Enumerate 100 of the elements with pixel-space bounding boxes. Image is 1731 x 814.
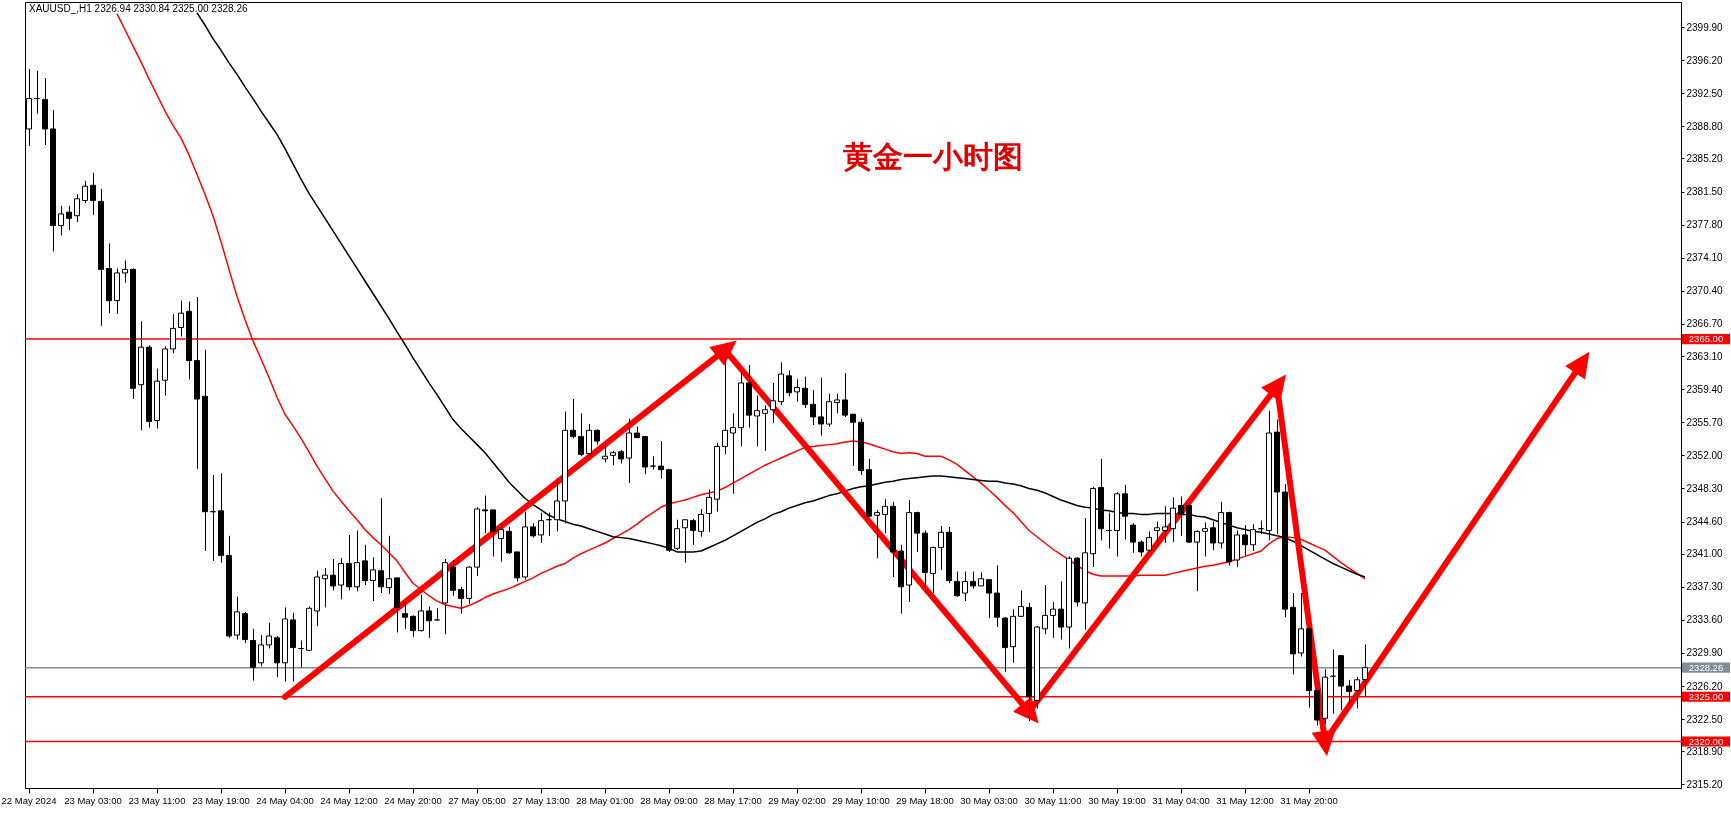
y-tick-label: 2326.20 xyxy=(1686,680,1724,692)
candlestick xyxy=(954,571,960,598)
candlestick xyxy=(650,455,656,471)
candlestick xyxy=(538,512,544,544)
x-tick-label: 22 May 2024 xyxy=(1,794,57,806)
candlestick xyxy=(1362,644,1368,698)
candlestick xyxy=(674,519,680,551)
candlestick xyxy=(122,259,128,284)
y-tick-label: 2322.50 xyxy=(1686,713,1724,725)
candlestick xyxy=(698,508,704,538)
candlestick xyxy=(490,509,496,557)
candlestick xyxy=(418,594,424,633)
candlestick xyxy=(722,357,728,455)
candlestick xyxy=(962,571,968,602)
candlestick xyxy=(258,634,264,667)
candlestick xyxy=(1194,529,1200,592)
y-tick-label: 2392.50 xyxy=(1686,87,1724,99)
x-tick-label: 31 May 20:00 xyxy=(1280,794,1338,806)
candlestick xyxy=(170,313,176,354)
candlestick xyxy=(914,511,920,553)
candlestick xyxy=(498,522,504,563)
candlestick xyxy=(706,488,712,533)
candlestick xyxy=(362,544,368,586)
candlestick xyxy=(1178,495,1184,537)
y-tick-label: 2348.30 xyxy=(1686,482,1724,494)
candlestick xyxy=(818,377,824,437)
y-tick-label: 2385.20 xyxy=(1686,152,1724,164)
x-tick-label: 23 May 19:00 xyxy=(192,794,250,806)
candlestick xyxy=(1146,530,1152,553)
y-tick-label: 2352.00 xyxy=(1686,449,1724,461)
candlestick xyxy=(506,526,512,555)
candlestick xyxy=(658,440,664,480)
candlestick xyxy=(1058,580,1064,641)
x-tick-label: 24 May 12:00 xyxy=(320,794,378,806)
x-tick-label: 23 May 11:00 xyxy=(128,794,186,806)
y-tick-label: 2333.60 xyxy=(1686,614,1724,626)
ref-line-label: 2320.00 xyxy=(1688,735,1724,747)
x-tick-label: 29 May 10:00 xyxy=(832,794,890,806)
x-tick-label: 28 May 17:00 xyxy=(704,794,762,806)
candlestick xyxy=(1162,505,1168,544)
ref-line-label: 2365.00 xyxy=(1688,333,1724,345)
candlestick xyxy=(402,600,408,630)
candlestick xyxy=(330,558,336,591)
candlestick xyxy=(1042,584,1048,635)
ref-line-label: 2325.00 xyxy=(1688,690,1724,702)
candlestick xyxy=(882,498,888,534)
candlestick xyxy=(842,372,848,418)
candlestick xyxy=(730,412,736,495)
candlestick xyxy=(1354,676,1360,709)
x-tick-label: 28 May 01:00 xyxy=(576,794,634,806)
ref-line-label: 2328.26 xyxy=(1688,661,1724,673)
x-tick-label: 29 May 02:00 xyxy=(768,794,826,806)
y-tick-label: 2359.40 xyxy=(1686,383,1724,395)
candlestick xyxy=(554,478,560,532)
y-tick-label: 2388.80 xyxy=(1686,120,1724,132)
candlestick xyxy=(1130,522,1136,554)
point xyxy=(1565,351,1590,380)
candlestick xyxy=(762,404,768,452)
y-tick-label: 2355.70 xyxy=(1686,416,1724,428)
y-tick-label: 2381.50 xyxy=(1686,186,1724,198)
candlestick xyxy=(570,398,576,439)
candlestick xyxy=(1170,496,1176,543)
candlestick xyxy=(586,423,592,456)
candlestick xyxy=(66,205,72,231)
x-tick-label: 31 May 12:00 xyxy=(1216,794,1274,806)
candlestick xyxy=(1346,679,1352,706)
y-tick-label: 2344.60 xyxy=(1686,516,1724,528)
candlestick xyxy=(1122,484,1128,540)
candlestick xyxy=(90,172,96,216)
candlestick xyxy=(58,205,64,236)
candlestick xyxy=(1050,601,1056,639)
candlestick xyxy=(82,180,88,204)
candlestick xyxy=(1210,521,1216,551)
candlestick xyxy=(346,534,352,591)
candlestick xyxy=(754,394,760,447)
x-tick-label: 30 May 03:00 xyxy=(960,794,1018,806)
candlestick xyxy=(74,193,80,223)
candlestick xyxy=(1018,589,1024,618)
x-tick-label: 30 May 11:00 xyxy=(1024,794,1082,806)
candlestick xyxy=(1202,521,1208,557)
candlestick xyxy=(850,413,856,467)
x-tick-label: 27 May 05:00 xyxy=(448,794,506,806)
candlestick xyxy=(234,596,240,641)
y-tick-label: 2337.30 xyxy=(1686,581,1724,593)
candlestick xyxy=(386,535,392,595)
candlestick xyxy=(458,586,464,615)
y-tick-label: 2315.20 xyxy=(1686,778,1724,790)
candlestick xyxy=(1154,521,1160,548)
candlestick xyxy=(378,497,384,594)
candlestick xyxy=(426,605,432,639)
x-tick-label: 30 May 19:00 xyxy=(1088,794,1146,806)
y-tick-label: 2363.10 xyxy=(1686,350,1724,362)
candlestick xyxy=(482,495,488,534)
candlestick xyxy=(602,441,608,464)
candlestick xyxy=(986,579,992,619)
x-tick-label: 28 May 09:00 xyxy=(640,794,698,806)
x-tick-label: 24 May 04:00 xyxy=(256,794,314,806)
chart-subtitle: XAUUSD_,H1 2326.94 2330.84 2325.00 2328.26 xyxy=(29,3,248,14)
candlestick xyxy=(834,393,840,414)
y-tick-label: 2329.90 xyxy=(1686,647,1724,659)
